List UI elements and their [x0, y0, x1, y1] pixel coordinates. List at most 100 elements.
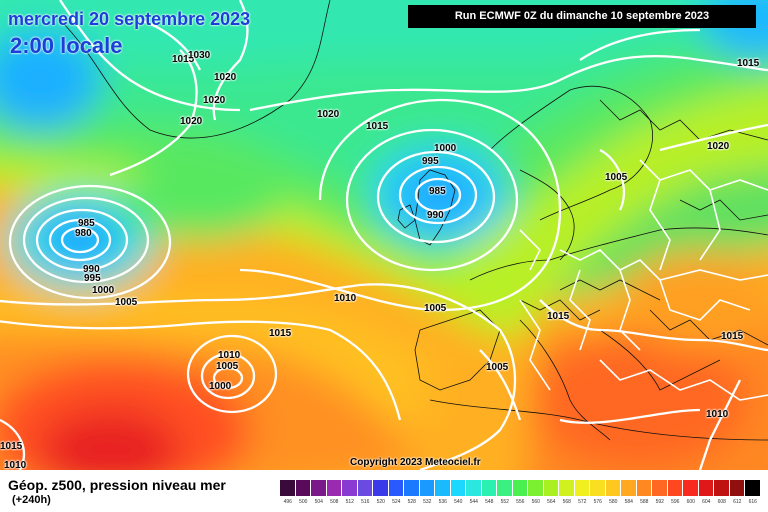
scale-swatch — [357, 480, 373, 496]
scale-swatch — [729, 480, 745, 496]
isobar-label: 985 — [429, 186, 446, 197]
scale-swatch — [466, 480, 482, 496]
isobar-label: 1005 — [424, 303, 447, 314]
scale-swatch — [745, 480, 761, 496]
scale-swatch — [590, 480, 606, 496]
scale-label: 532 — [423, 499, 432, 505]
scale-swatch — [419, 480, 435, 496]
isobar-label: 1000 — [434, 143, 457, 154]
isobar-label: 1015 — [547, 311, 570, 322]
isobar-label: 990 — [427, 210, 444, 221]
isobar-label: 1020 — [707, 141, 730, 152]
scale-label: 516 — [361, 499, 370, 505]
legend-title: Géop. z500, pression niveau mer — [8, 477, 226, 493]
scale-label: 552 — [500, 499, 509, 505]
scale-label: 588 — [640, 499, 649, 505]
scale-label: 604 — [702, 499, 711, 505]
run-info-box: Run ECMWF 0Z du dimanche 10 septembre 20… — [408, 5, 756, 28]
isobar-label: 1000 — [92, 285, 115, 296]
scale-swatch — [404, 480, 420, 496]
scale-swatch — [698, 480, 714, 496]
scale-swatch — [683, 480, 699, 496]
scale-label: 612 — [733, 499, 742, 505]
scale-label: 596 — [671, 499, 680, 505]
legend-bar: Géop. z500, pression niveau mer (+240h) … — [0, 470, 768, 512]
isobar-label: 1005 — [216, 361, 239, 372]
isobar-label: 1015 — [269, 328, 292, 339]
scale-swatch — [543, 480, 559, 496]
scale-swatch — [621, 480, 637, 496]
scale-swatch — [373, 480, 389, 496]
scale-label: 608 — [717, 499, 726, 505]
scale-label: 556 — [516, 499, 525, 505]
scale-swatch — [652, 480, 668, 496]
scale-label: 512 — [345, 499, 354, 505]
scale-label: 544 — [469, 499, 478, 505]
isobar-label: 1020 — [214, 72, 237, 83]
isobar-label: 1005 — [115, 297, 138, 308]
isobar-label: 1010 — [706, 409, 729, 420]
isobar-label: 1005 — [486, 362, 509, 373]
isobar-label: 1010 — [334, 293, 357, 304]
isobar-label: 1005 — [605, 172, 628, 183]
scale-swatch — [667, 480, 683, 496]
isobar-label: 1015 — [737, 58, 760, 69]
scale-swatch — [280, 480, 296, 496]
scale-swatch — [450, 480, 466, 496]
color-scale-labels: 496 500 504 508 512 516 520 524 528 532 536 540 544 5… — [280, 499, 761, 505]
isobar-label: 1020 — [317, 109, 340, 120]
scale-label: 584 — [624, 499, 633, 505]
scale-swatch — [528, 480, 544, 496]
scale-label: 616 — [748, 499, 757, 505]
isobar-label: 995 — [84, 273, 101, 284]
scale-label: 548 — [485, 499, 494, 505]
scale-swatch — [559, 480, 575, 496]
scale-swatch — [636, 480, 652, 496]
isobar-label: 1020 — [203, 95, 226, 106]
scale-swatch — [388, 480, 404, 496]
scale-label: 540 — [454, 499, 463, 505]
scale-label: 496 — [283, 499, 292, 505]
scale-label: 528 — [407, 499, 416, 505]
geopotential-field — [0, 0, 768, 470]
scale-label: 560 — [531, 499, 540, 505]
isobar-label: 1020 — [180, 116, 203, 127]
scale-label: 524 — [392, 499, 401, 505]
scale-swatch — [714, 480, 730, 496]
scale-label: 564 — [547, 499, 556, 505]
scale-swatch — [326, 480, 342, 496]
forecast-time: 2:00 locale — [10, 33, 123, 58]
isobar-label: 1010 — [4, 460, 27, 470]
forecast-date: mercredi 20 septembre 2023 — [8, 9, 251, 29]
isobar-label: 985 — [78, 218, 95, 229]
scale-swatch — [574, 480, 590, 496]
country-borders — [519, 159, 768, 401]
scale-swatch — [497, 480, 513, 496]
isobar-label: 1015 — [172, 54, 195, 65]
isobar-label: 1015 — [721, 331, 744, 342]
isobar-label: 1030 — [188, 50, 211, 61]
scale-swatch — [512, 480, 528, 496]
copyright: Copyright 2023 Meteociel.fr — [350, 457, 481, 468]
isobar-label: 990 — [83, 264, 100, 275]
coastlines — [59, 0, 768, 441]
scale-label: 600 — [686, 499, 695, 505]
scale-label: 572 — [578, 499, 587, 505]
scale-label: 536 — [438, 499, 447, 505]
scale-label: 592 — [655, 499, 664, 505]
isobars — [0, 0, 768, 470]
scale-swatch — [435, 480, 451, 496]
scale-label: 580 — [609, 499, 618, 505]
isobar-label: 1015 — [0, 441, 23, 452]
weather-map: mercredi 20 septembre 2023 2:00 locale R… — [0, 0, 768, 470]
isobar-label: 1010 — [218, 350, 241, 361]
scale-label: 568 — [562, 499, 571, 505]
scale-label: 500 — [299, 499, 308, 505]
scale-swatch — [311, 480, 327, 496]
scale-label: 508 — [330, 499, 339, 505]
isobar-label: 1015 — [366, 121, 389, 132]
scale-label: 576 — [593, 499, 602, 505]
scale-label: 520 — [376, 499, 385, 505]
isobar-label: 1000 — [209, 381, 232, 392]
scale-swatch — [481, 480, 497, 496]
